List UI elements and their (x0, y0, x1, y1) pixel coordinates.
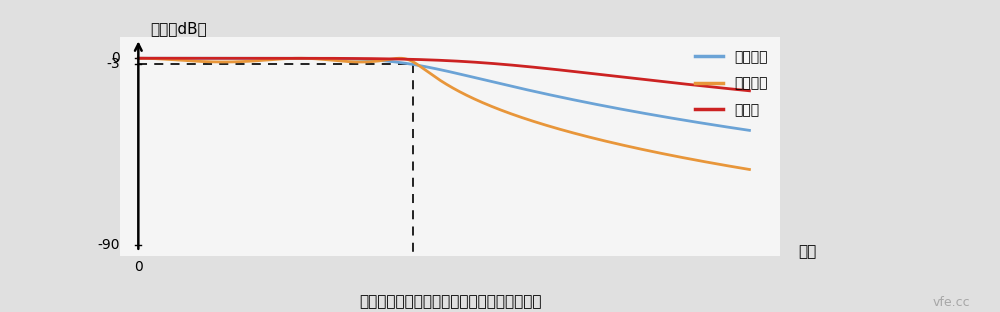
Legend: 巴特沃斯, 切比雪夫, 貝塞爾: 巴特沃斯, 切比雪夫, 貝塞爾 (690, 44, 773, 123)
Text: -3: -3 (106, 57, 120, 71)
Text: vfe.cc: vfe.cc (932, 296, 970, 309)
Text: 巴特沃斯、切比雪夫、貝塞爾濾波器幅頻特性: 巴特沃斯、切比雪夫、貝塞爾濾波器幅頻特性 (359, 294, 541, 309)
Text: -90: -90 (98, 238, 120, 252)
Text: 幅值（dB）: 幅值（dB） (151, 22, 207, 37)
Text: 0: 0 (134, 260, 143, 274)
Text: 0: 0 (111, 51, 120, 65)
Text: 頻率: 頻率 (798, 244, 817, 259)
